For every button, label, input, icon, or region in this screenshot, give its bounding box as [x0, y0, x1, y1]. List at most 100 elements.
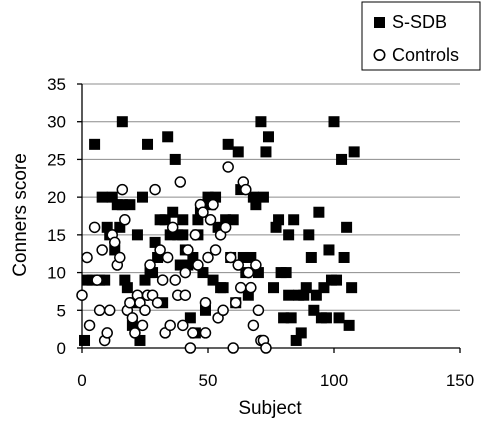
x-tick-label-0: 0: [77, 371, 86, 390]
x-tick-label-150: 150: [446, 371, 474, 390]
point-controls: [116, 183, 129, 196]
point-s-sdb: [255, 116, 267, 128]
point-s-sdb: [99, 274, 111, 286]
point-s-sdb: [220, 214, 232, 226]
point-s-sdb: [169, 153, 181, 165]
point-s-sdb: [174, 259, 186, 271]
y-tick-label-30: 30: [47, 113, 66, 132]
point-s-sdb: [124, 199, 136, 211]
data-points: [76, 116, 360, 354]
x-axis-title: Subject: [238, 398, 302, 419]
point-s-sdb: [257, 191, 269, 203]
y-tick-label-10: 10: [47, 264, 66, 283]
point-s-sdb: [136, 191, 148, 203]
legend-label-s-sdb: S-SDB: [392, 12, 447, 32]
point-controls: [156, 274, 169, 286]
point-s-sdb: [134, 334, 146, 346]
point-controls: [129, 327, 141, 339]
point-s-sdb: [116, 116, 128, 128]
y-axis-title: Conners score: [10, 153, 31, 277]
point-s-sdb: [346, 282, 358, 294]
point-s-sdb: [288, 214, 300, 226]
point-s-sdb: [343, 319, 355, 331]
point-controls: [250, 259, 262, 271]
point-controls: [81, 251, 93, 264]
point-s-sdb: [159, 214, 171, 226]
point-s-sdb: [199, 304, 211, 316]
point-s-sdb: [164, 229, 176, 241]
legend-marker-controls: [373, 48, 386, 61]
point-s-sdb: [106, 191, 118, 203]
point-s-sdb: [268, 282, 280, 294]
point-s-sdb: [336, 153, 348, 165]
point-controls: [177, 319, 189, 332]
point-s-sdb: [149, 236, 161, 248]
point-controls: [169, 274, 181, 286]
point-s-sdb: [96, 191, 108, 203]
point-s-sdb: [305, 251, 317, 263]
point-s-sdb: [192, 214, 204, 226]
point-s-sdb: [245, 251, 257, 263]
point-controls: [101, 327, 113, 339]
point-s-sdb: [252, 267, 264, 279]
point-controls: [179, 266, 192, 279]
point-s-sdb: [207, 274, 219, 286]
point-s-sdb: [250, 199, 262, 211]
point-s-sdb: [167, 206, 179, 218]
point-controls: [227, 342, 239, 354]
point-s-sdb: [341, 221, 353, 233]
y-tick-label-20: 20: [47, 188, 66, 207]
point-s-sdb: [187, 251, 199, 263]
point-controls: [154, 244, 166, 256]
point-s-sdb: [121, 282, 133, 294]
point-controls: [252, 304, 265, 317]
point-controls: [245, 281, 257, 294]
point-controls: [136, 319, 149, 332]
point-controls: [161, 251, 174, 264]
point-s-sdb: [177, 214, 189, 226]
point-s-sdb: [210, 191, 222, 203]
point-s-sdb: [310, 289, 322, 301]
point-controls: [219, 221, 232, 234]
point-controls: [224, 251, 237, 264]
point-s-sdb: [333, 312, 345, 324]
point-s-sdb: [184, 312, 196, 324]
legend-marker-s-sdb: [374, 17, 385, 28]
point-s-sdb: [182, 259, 194, 271]
point-s-sdb: [142, 138, 154, 150]
point-controls: [199, 296, 212, 309]
point-controls: [209, 244, 222, 256]
point-s-sdb: [152, 251, 164, 263]
point-s-sdb: [237, 251, 249, 263]
point-s-sdb: [212, 221, 224, 233]
point-controls: [76, 289, 88, 301]
point-s-sdb: [247, 191, 259, 203]
point-controls: [199, 327, 212, 339]
y-tick-label-5: 5: [57, 301, 66, 320]
point-s-sdb: [116, 199, 128, 211]
point-controls: [182, 244, 194, 256]
point-controls: [197, 206, 209, 218]
point-s-sdb: [278, 312, 290, 324]
point-s-sdb: [202, 191, 214, 203]
point-s-sdb: [147, 267, 159, 279]
point-s-sdb: [323, 244, 335, 256]
point-controls: [229, 296, 242, 309]
point-s-sdb: [222, 138, 234, 150]
point-controls: [91, 274, 103, 286]
point-s-sdb: [308, 304, 320, 316]
point-s-sdb: [338, 251, 350, 263]
point-s-sdb: [270, 221, 282, 233]
point-controls: [109, 236, 121, 249]
y-tick-label-0: 0: [57, 339, 66, 358]
point-s-sdb: [273, 214, 285, 226]
y-tick-label-15: 15: [47, 226, 66, 245]
point-controls: [103, 304, 116, 317]
point-controls: [242, 266, 255, 279]
point-s-sdb: [283, 289, 295, 301]
point-s-sdb: [131, 229, 143, 241]
x-tick-label-50: 50: [199, 371, 218, 390]
point-controls: [114, 251, 126, 264]
point-controls: [240, 183, 252, 196]
point-controls: [187, 327, 199, 339]
